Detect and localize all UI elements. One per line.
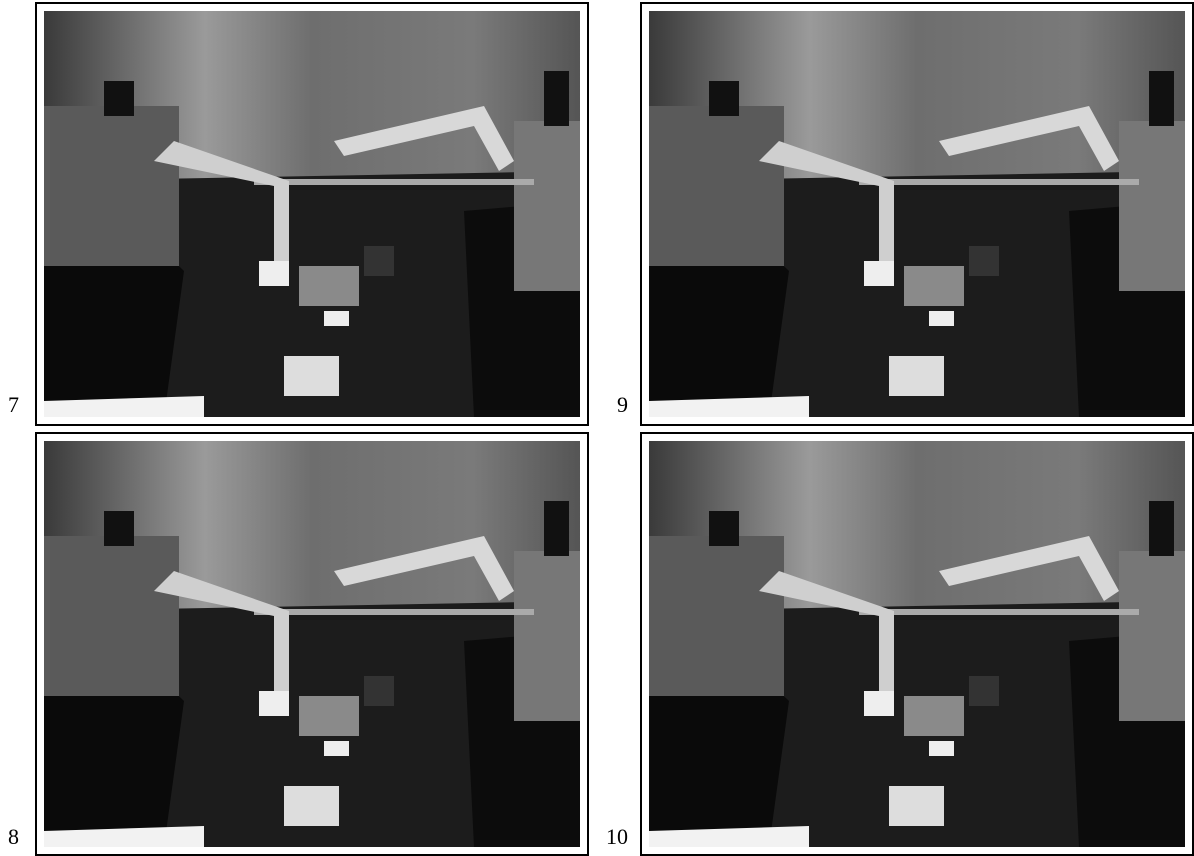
photo-frame	[35, 2, 589, 426]
panel-label: 10	[606, 824, 628, 850]
photo	[44, 441, 580, 847]
photo	[649, 11, 1185, 417]
figure: 7 9 8 10	[0, 0, 1194, 856]
photo-frame	[640, 432, 1194, 856]
photo-frame	[640, 2, 1194, 426]
panel-label: 9	[617, 392, 628, 418]
panel-label: 7	[8, 392, 19, 418]
photo-frame	[35, 432, 589, 856]
panel-label: 8	[8, 824, 19, 850]
photo	[44, 11, 580, 417]
photo	[649, 441, 1185, 847]
